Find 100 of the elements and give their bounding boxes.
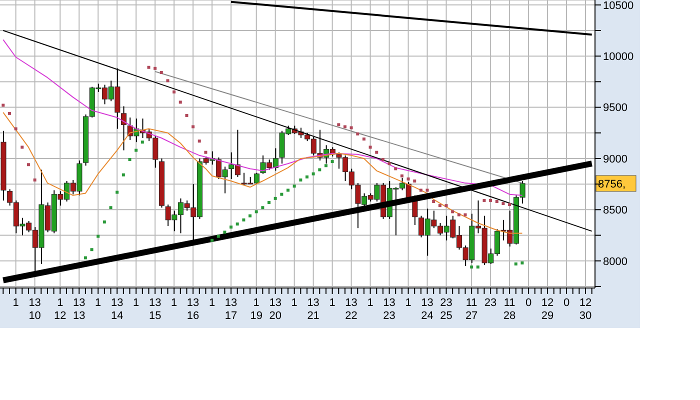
point	[299, 178, 302, 182]
point	[464, 213, 467, 216]
x-tick-label: 1	[95, 297, 102, 309]
x-tick-label: 13 10	[28, 297, 41, 322]
y-tick-label: 9500	[603, 102, 628, 114]
point	[381, 158, 384, 162]
point	[444, 204, 448, 208]
point	[502, 202, 505, 206]
point	[368, 146, 372, 149]
point	[470, 266, 474, 269]
point	[495, 200, 498, 203]
point	[286, 188, 290, 192]
x-tick-label: 1 12	[54, 297, 66, 322]
point	[419, 188, 422, 192]
point	[242, 218, 246, 222]
point	[192, 125, 195, 128]
point	[116, 190, 119, 194]
point	[426, 188, 429, 192]
point	[178, 100, 182, 104]
point	[330, 160, 334, 164]
point	[337, 123, 340, 126]
point	[128, 158, 132, 162]
point	[33, 178, 36, 182]
point	[140, 140, 144, 144]
point	[343, 125, 346, 128]
point	[482, 198, 486, 202]
point	[476, 266, 480, 269]
y-tick-label: 9000	[603, 153, 628, 166]
point	[305, 175, 308, 178]
point	[172, 90, 176, 94]
point	[261, 206, 264, 210]
point	[185, 114, 188, 117]
x-tick-label: 1 19	[250, 297, 262, 322]
point	[451, 210, 454, 214]
point	[90, 248, 94, 252]
x-tick-label: 23 25	[440, 297, 452, 322]
y-tick-label: 8500	[603, 204, 628, 217]
point	[400, 174, 404, 178]
x-tick-label: 1	[291, 297, 298, 309]
text: 8756,	[598, 178, 626, 190]
x-tick-label: 13 20	[269, 297, 282, 322]
point	[280, 192, 284, 196]
x-tick-label: 1	[133, 297, 140, 309]
point	[375, 150, 378, 154]
point	[489, 198, 492, 202]
x-tick-label: 13 14	[110, 297, 124, 322]
y-tick-label: 10500	[603, 0, 634, 12]
x-tick-label: 12 30	[579, 297, 592, 322]
point	[406, 177, 410, 180]
point	[223, 230, 226, 234]
x-tick-label: 1	[171, 297, 178, 309]
point	[134, 148, 138, 152]
point	[216, 234, 220, 238]
point	[350, 126, 353, 130]
point	[514, 262, 518, 266]
point	[154, 66, 157, 70]
x-tick-label: 11 28	[503, 297, 516, 322]
x-tick-label: 13 13	[72, 297, 86, 322]
x-tick-label: 13 23	[383, 297, 396, 322]
x-tick-label: 23	[484, 297, 497, 309]
x-tick-label: 13 22	[345, 297, 358, 322]
point	[268, 201, 271, 204]
point	[356, 132, 360, 136]
point	[432, 200, 436, 203]
x-tick-label: 11 27	[465, 297, 478, 322]
point	[8, 112, 11, 115]
point	[362, 138, 366, 141]
point	[318, 168, 322, 172]
x-tick-label: 13 17	[224, 297, 238, 322]
point	[324, 164, 328, 168]
point	[166, 79, 170, 82]
candlestick	[121, 106, 127, 151]
point	[394, 167, 398, 170]
point	[312, 172, 315, 176]
x-tick-label: 13 21	[307, 297, 320, 322]
point	[520, 261, 524, 264]
point	[26, 163, 30, 166]
x-tick-label: 13 15	[148, 297, 162, 322]
x-tick-label: 1	[367, 297, 374, 309]
point	[96, 234, 100, 238]
point	[2, 104, 5, 107]
point	[160, 70, 163, 74]
x-tick-label: 1	[12, 297, 19, 309]
x-tick-label: 1	[329, 297, 336, 309]
y-tick-label: 8000	[603, 256, 628, 268]
x-tick-label: 13 16	[186, 297, 200, 322]
point	[274, 196, 277, 200]
point	[254, 210, 258, 214]
point	[198, 140, 201, 143]
point	[508, 203, 512, 206]
x-tick-label: 12 29	[541, 297, 554, 322]
x-tick-label: 0	[563, 297, 570, 309]
point	[210, 238, 214, 242]
point	[388, 162, 391, 166]
point	[147, 66, 150, 69]
point	[230, 226, 233, 229]
point	[122, 173, 125, 176]
x-tick-label: 1	[208, 297, 216, 309]
point	[236, 222, 239, 226]
x-tick-label: 13 24	[421, 297, 434, 322]
